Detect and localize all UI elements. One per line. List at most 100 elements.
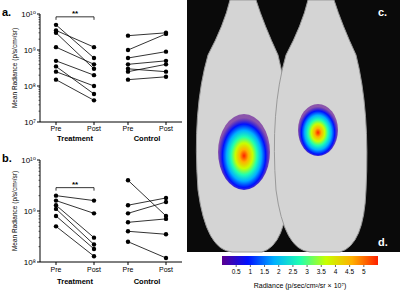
pre-point [126, 211, 130, 215]
pre-point [126, 220, 130, 224]
plot-area [54, 23, 168, 103]
pre-point [54, 193, 58, 197]
x-tick-label: Post [87, 266, 101, 273]
post-point [92, 92, 96, 96]
colorbar-tick [335, 265, 336, 267]
panel-label: d. [378, 236, 388, 248]
post-point [164, 196, 168, 200]
y-tick-label: 10⁷ [24, 118, 36, 127]
pre-point [126, 69, 130, 73]
colorbar-tick-label: 2 [277, 268, 281, 275]
post-point [92, 247, 96, 251]
plot-area [54, 178, 168, 260]
group-label: Treatment [57, 277, 93, 286]
pair-line [128, 33, 166, 36]
pair-line [56, 30, 94, 47]
y-axis-label: Mean Radiance (p/s/cm²/sr) [11, 171, 19, 251]
y-tick [37, 14, 40, 15]
pre-point [54, 214, 58, 218]
minor-tick [39, 96, 41, 97]
colorbar-tick-label: 5 [362, 268, 366, 275]
post-point [164, 49, 168, 53]
panel-label: c. [378, 6, 387, 18]
colorbar-tick [307, 265, 308, 267]
minor-tick [39, 186, 41, 187]
mouse-body [274, 0, 367, 252]
pre-point [126, 178, 130, 182]
x-tick-label: Post [159, 266, 173, 273]
pair-line [56, 33, 94, 69]
pre-point [126, 33, 130, 37]
y-tick-label: 10⁹ [24, 207, 36, 216]
pair-line [56, 201, 94, 214]
post-point [164, 256, 168, 260]
minor-tick [39, 104, 41, 105]
post-point [164, 62, 168, 66]
minor-tick [39, 218, 41, 219]
minor-tick [39, 111, 41, 112]
post-point [164, 32, 168, 36]
minor-tick [39, 57, 41, 58]
post-point [92, 211, 96, 215]
minor-tick [39, 15, 41, 16]
group-label: Control [134, 277, 161, 286]
pre-point [54, 31, 58, 35]
pre-point [54, 59, 58, 63]
y-axis-label: Mean Radiance (p/s/cm²/sr) [11, 28, 19, 108]
pair-line [56, 196, 94, 201]
y-tick-label: 10¹⁰ [21, 156, 36, 165]
minor-tick [39, 55, 41, 56]
x-tick [56, 262, 57, 265]
pair-line [128, 202, 166, 213]
pair-line [128, 64, 166, 71]
x-tick-label: Pre [123, 266, 134, 273]
pre-point [126, 240, 130, 244]
pair-line [56, 216, 94, 249]
minor-tick [39, 75, 41, 76]
x-tick-label: Post [87, 125, 101, 132]
minor-tick [39, 24, 41, 25]
colorbar-tick-label: 4 [334, 268, 338, 275]
minor-tick [39, 91, 41, 92]
minor-tick [39, 162, 41, 163]
colorbar-tick [349, 265, 350, 267]
pre-point [126, 203, 130, 207]
x-axis [40, 122, 182, 123]
y-tick-label: 10⁸ [24, 258, 36, 267]
pair-line [56, 61, 94, 75]
pre-point [126, 77, 130, 81]
pre-point [54, 45, 58, 49]
minor-tick [39, 171, 41, 172]
y-tick-label: 10¹⁰ [21, 10, 36, 19]
minor-tick [39, 68, 41, 69]
minor-tick [39, 167, 41, 168]
x-tick [128, 262, 129, 265]
minor-tick [39, 87, 41, 88]
minor-tick [39, 17, 41, 18]
y-tick-label: 10⁸ [24, 82, 36, 91]
post-point [92, 242, 96, 246]
panel-label: a. [2, 6, 11, 18]
colorbar-tick [292, 265, 293, 267]
minor-tick [39, 19, 41, 20]
significance-label: ** [72, 180, 79, 189]
colorbar-tick [250, 265, 251, 267]
pair-line [128, 34, 166, 50]
pre-point [54, 69, 58, 73]
bioluminescence-signal [218, 114, 270, 190]
x-tick [94, 262, 95, 265]
pair-line [128, 231, 166, 234]
y-tick [37, 262, 40, 263]
minor-tick [39, 64, 41, 65]
colorbar-tick-label: 4.5 [345, 268, 354, 275]
pair-line [128, 61, 166, 64]
y-tick [37, 211, 40, 212]
y-tick [37, 122, 40, 123]
x-axis [40, 262, 182, 263]
minor-tick [39, 226, 41, 227]
pair-line [56, 72, 94, 86]
pre-point [54, 224, 58, 228]
minor-tick [39, 231, 41, 232]
post-point [164, 200, 168, 204]
x-tick-label: Pre [51, 266, 62, 273]
